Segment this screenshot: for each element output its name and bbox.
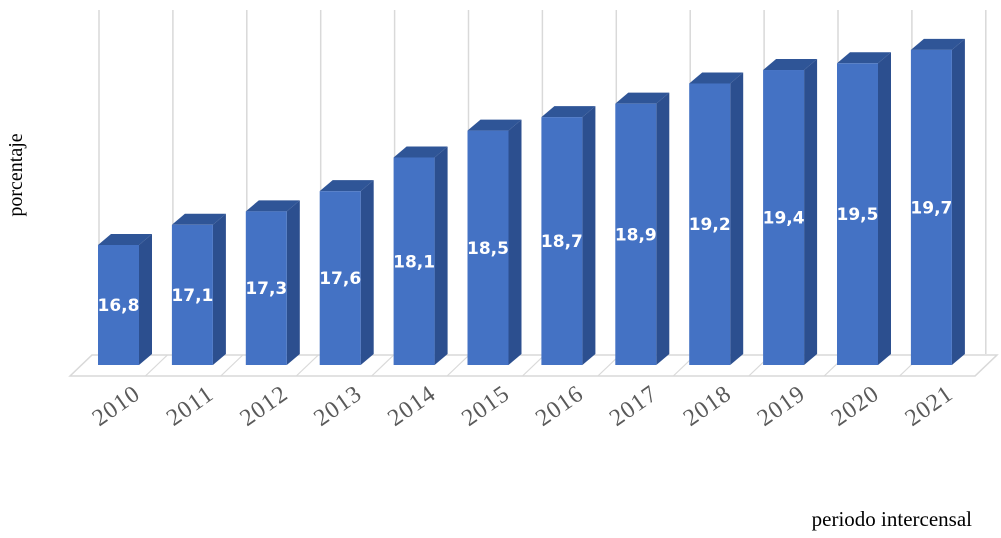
bar-top	[245, 200, 300, 212]
bar-front	[615, 103, 657, 366]
bar-front	[245, 211, 287, 365]
bar-front	[837, 63, 878, 365]
floor-divider	[446, 354, 470, 377]
floor-divider	[974, 354, 998, 377]
data-label: 17,1	[171, 286, 213, 306]
x-tick-label: 2011	[162, 381, 219, 432]
bar-side	[730, 72, 744, 365]
bar: 19,4	[763, 59, 818, 366]
bar: 19,7	[910, 38, 965, 365]
bar: 18,9	[615, 92, 670, 366]
bar-top	[615, 92, 670, 104]
data-label: 19,5	[837, 205, 879, 225]
bar-front	[467, 130, 509, 365]
floor-divider	[295, 354, 319, 377]
bar-front	[541, 117, 583, 365]
floor-divider	[220, 354, 244, 377]
bar-top	[98, 234, 152, 245]
bar-top	[837, 52, 891, 64]
bar-top	[910, 38, 965, 50]
x-tick-label: 2013	[309, 381, 367, 432]
bar-side	[582, 106, 596, 365]
bar-front	[393, 157, 435, 365]
data-label: 17,6	[319, 269, 361, 289]
bar-side	[656, 92, 670, 366]
x-axis-label: periodo intercensal	[812, 507, 973, 531]
bar-side	[139, 234, 152, 365]
data-label: 18,7	[541, 232, 583, 252]
bar-front	[910, 49, 952, 365]
bar-top	[763, 59, 818, 71]
bar: 17,3	[245, 200, 300, 365]
bar-top	[541, 106, 596, 118]
bars: 16,8 17,1 17,3 17,6 18,1 18,5 18,7 18,9 19,2 19,4…	[98, 38, 965, 366]
data-label: 19,7	[910, 198, 952, 218]
bar-side	[360, 180, 374, 365]
bar-top	[467, 119, 522, 131]
bar-side	[212, 213, 226, 365]
x-tick-label: 2010	[88, 381, 146, 432]
data-label: 18,5	[467, 239, 509, 259]
data-label: 16,8	[98, 296, 140, 316]
bar: 18,5	[467, 119, 522, 365]
bar: 16,8	[98, 234, 152, 365]
bar-side	[286, 200, 300, 365]
bar: 19,2	[689, 72, 744, 365]
x-tick-label: 2015	[457, 381, 515, 432]
floor-divider	[522, 354, 545, 377]
x-tick-label: 2016	[531, 381, 589, 432]
data-label: 19,2	[689, 215, 731, 235]
floor-divider	[144, 354, 168, 377]
y-axis-label: porcentaje	[5, 133, 27, 216]
x-tick-label: 2021	[901, 381, 959, 432]
bar: 17,1	[171, 213, 226, 365]
x-tick-label: 2018	[679, 381, 737, 432]
bar-top	[689, 72, 744, 84]
x-tick-label: 2019	[753, 381, 811, 432]
bar-top	[319, 180, 374, 192]
bar-side	[878, 52, 891, 365]
bar-front	[319, 191, 361, 365]
bar-side	[434, 146, 448, 365]
x-tick-label: 2020	[827, 381, 885, 432]
x-tick-label: 2012	[236, 381, 294, 432]
bar-front	[763, 70, 805, 366]
bar-side	[804, 59, 818, 366]
bar-side	[951, 38, 965, 365]
x-tick-labels: 2010 2011 2012 2013 2014 2015 2016 2017 2018 2019…	[88, 381, 958, 432]
data-label: 17,3	[245, 279, 287, 299]
bar: 18,7	[541, 106, 596, 365]
bar: 18,1	[393, 146, 448, 365]
data-label: 18,9	[615, 225, 657, 245]
floor-divider	[69, 354, 93, 377]
x-tick-label: 2017	[605, 381, 663, 432]
bar: 19,5	[837, 52, 891, 365]
bar-top	[393, 146, 448, 158]
bar-front	[171, 224, 213, 365]
bar-side	[508, 119, 522, 365]
bar-front	[689, 83, 731, 365]
bar: 17,6	[319, 180, 374, 365]
bar-front	[98, 245, 139, 365]
x-tick-label: 2014	[383, 381, 441, 432]
data-label: 18,1	[393, 252, 435, 272]
bar-top	[171, 213, 226, 225]
data-label: 19,4	[763, 209, 805, 229]
floor-divider	[371, 354, 395, 377]
